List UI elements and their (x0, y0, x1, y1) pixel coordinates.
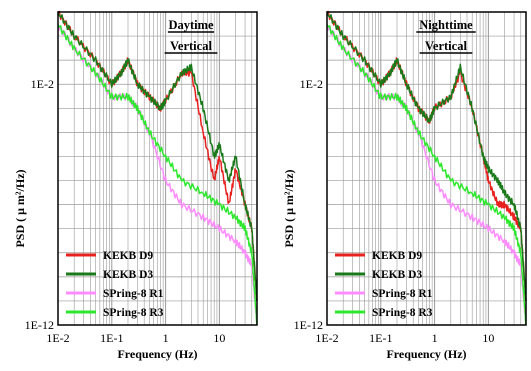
legend-label: KEKB D3 (372, 269, 422, 281)
legend-label: KEKB D3 (103, 269, 153, 281)
legend-label: SPring-8 R3 (103, 307, 164, 319)
legend-label: SPring-8 R3 (372, 307, 433, 319)
series-line-spring-8-r1 (57, 24, 258, 326)
series-line-spring-8-r3 (326, 24, 527, 326)
plot-frame (57, 11, 258, 326)
x-tick-label: 1E-1 (100, 331, 123, 345)
y-axis-label: PSD ( μ m²/Hz) (13, 169, 27, 247)
plot-frame (326, 11, 527, 326)
chart-title-line: Vertical (425, 39, 467, 53)
x-tick-label: 10 (482, 331, 494, 345)
series-line-kekb-d3 (326, 11, 527, 301)
x-tick-label: 1E-1 (369, 331, 392, 345)
chart-title-line: Nighttime (419, 18, 473, 32)
y-axis-label: PSD ( μ m²/Hz) (282, 169, 296, 247)
x-tick-label: 1E-2 (46, 331, 69, 345)
x-axis-label: Frequency (Hz) (117, 347, 197, 361)
y-tick-label: 1E-12 (25, 318, 54, 332)
x-tick-label: 1 (432, 331, 438, 345)
x-tick-label: 1E-2 (315, 331, 338, 345)
x-tick-label: 1 (163, 331, 169, 345)
legend-label: KEKB D9 (372, 250, 422, 262)
grid (57, 11, 258, 326)
legend-label: SPring-8 R1 (103, 288, 164, 300)
chart-title-line: Daytime (168, 18, 214, 32)
chart-title-line: Vertical (170, 39, 212, 53)
legend-label: SPring-8 R1 (372, 288, 433, 300)
y-tick-label: 1E-2 (31, 77, 54, 91)
legend-label: KEKB D9 (103, 250, 153, 262)
y-tick-label: 1E-12 (294, 318, 323, 332)
x-tick-label: 10 (213, 331, 225, 345)
series-line-kekb-d3 (57, 11, 258, 301)
series-line-spring-8-r3 (57, 24, 258, 326)
x-axis-label: Frequency (Hz) (386, 347, 466, 361)
series-line-spring-8-r1 (326, 24, 527, 326)
y-tick-label: 1E-2 (300, 77, 323, 91)
